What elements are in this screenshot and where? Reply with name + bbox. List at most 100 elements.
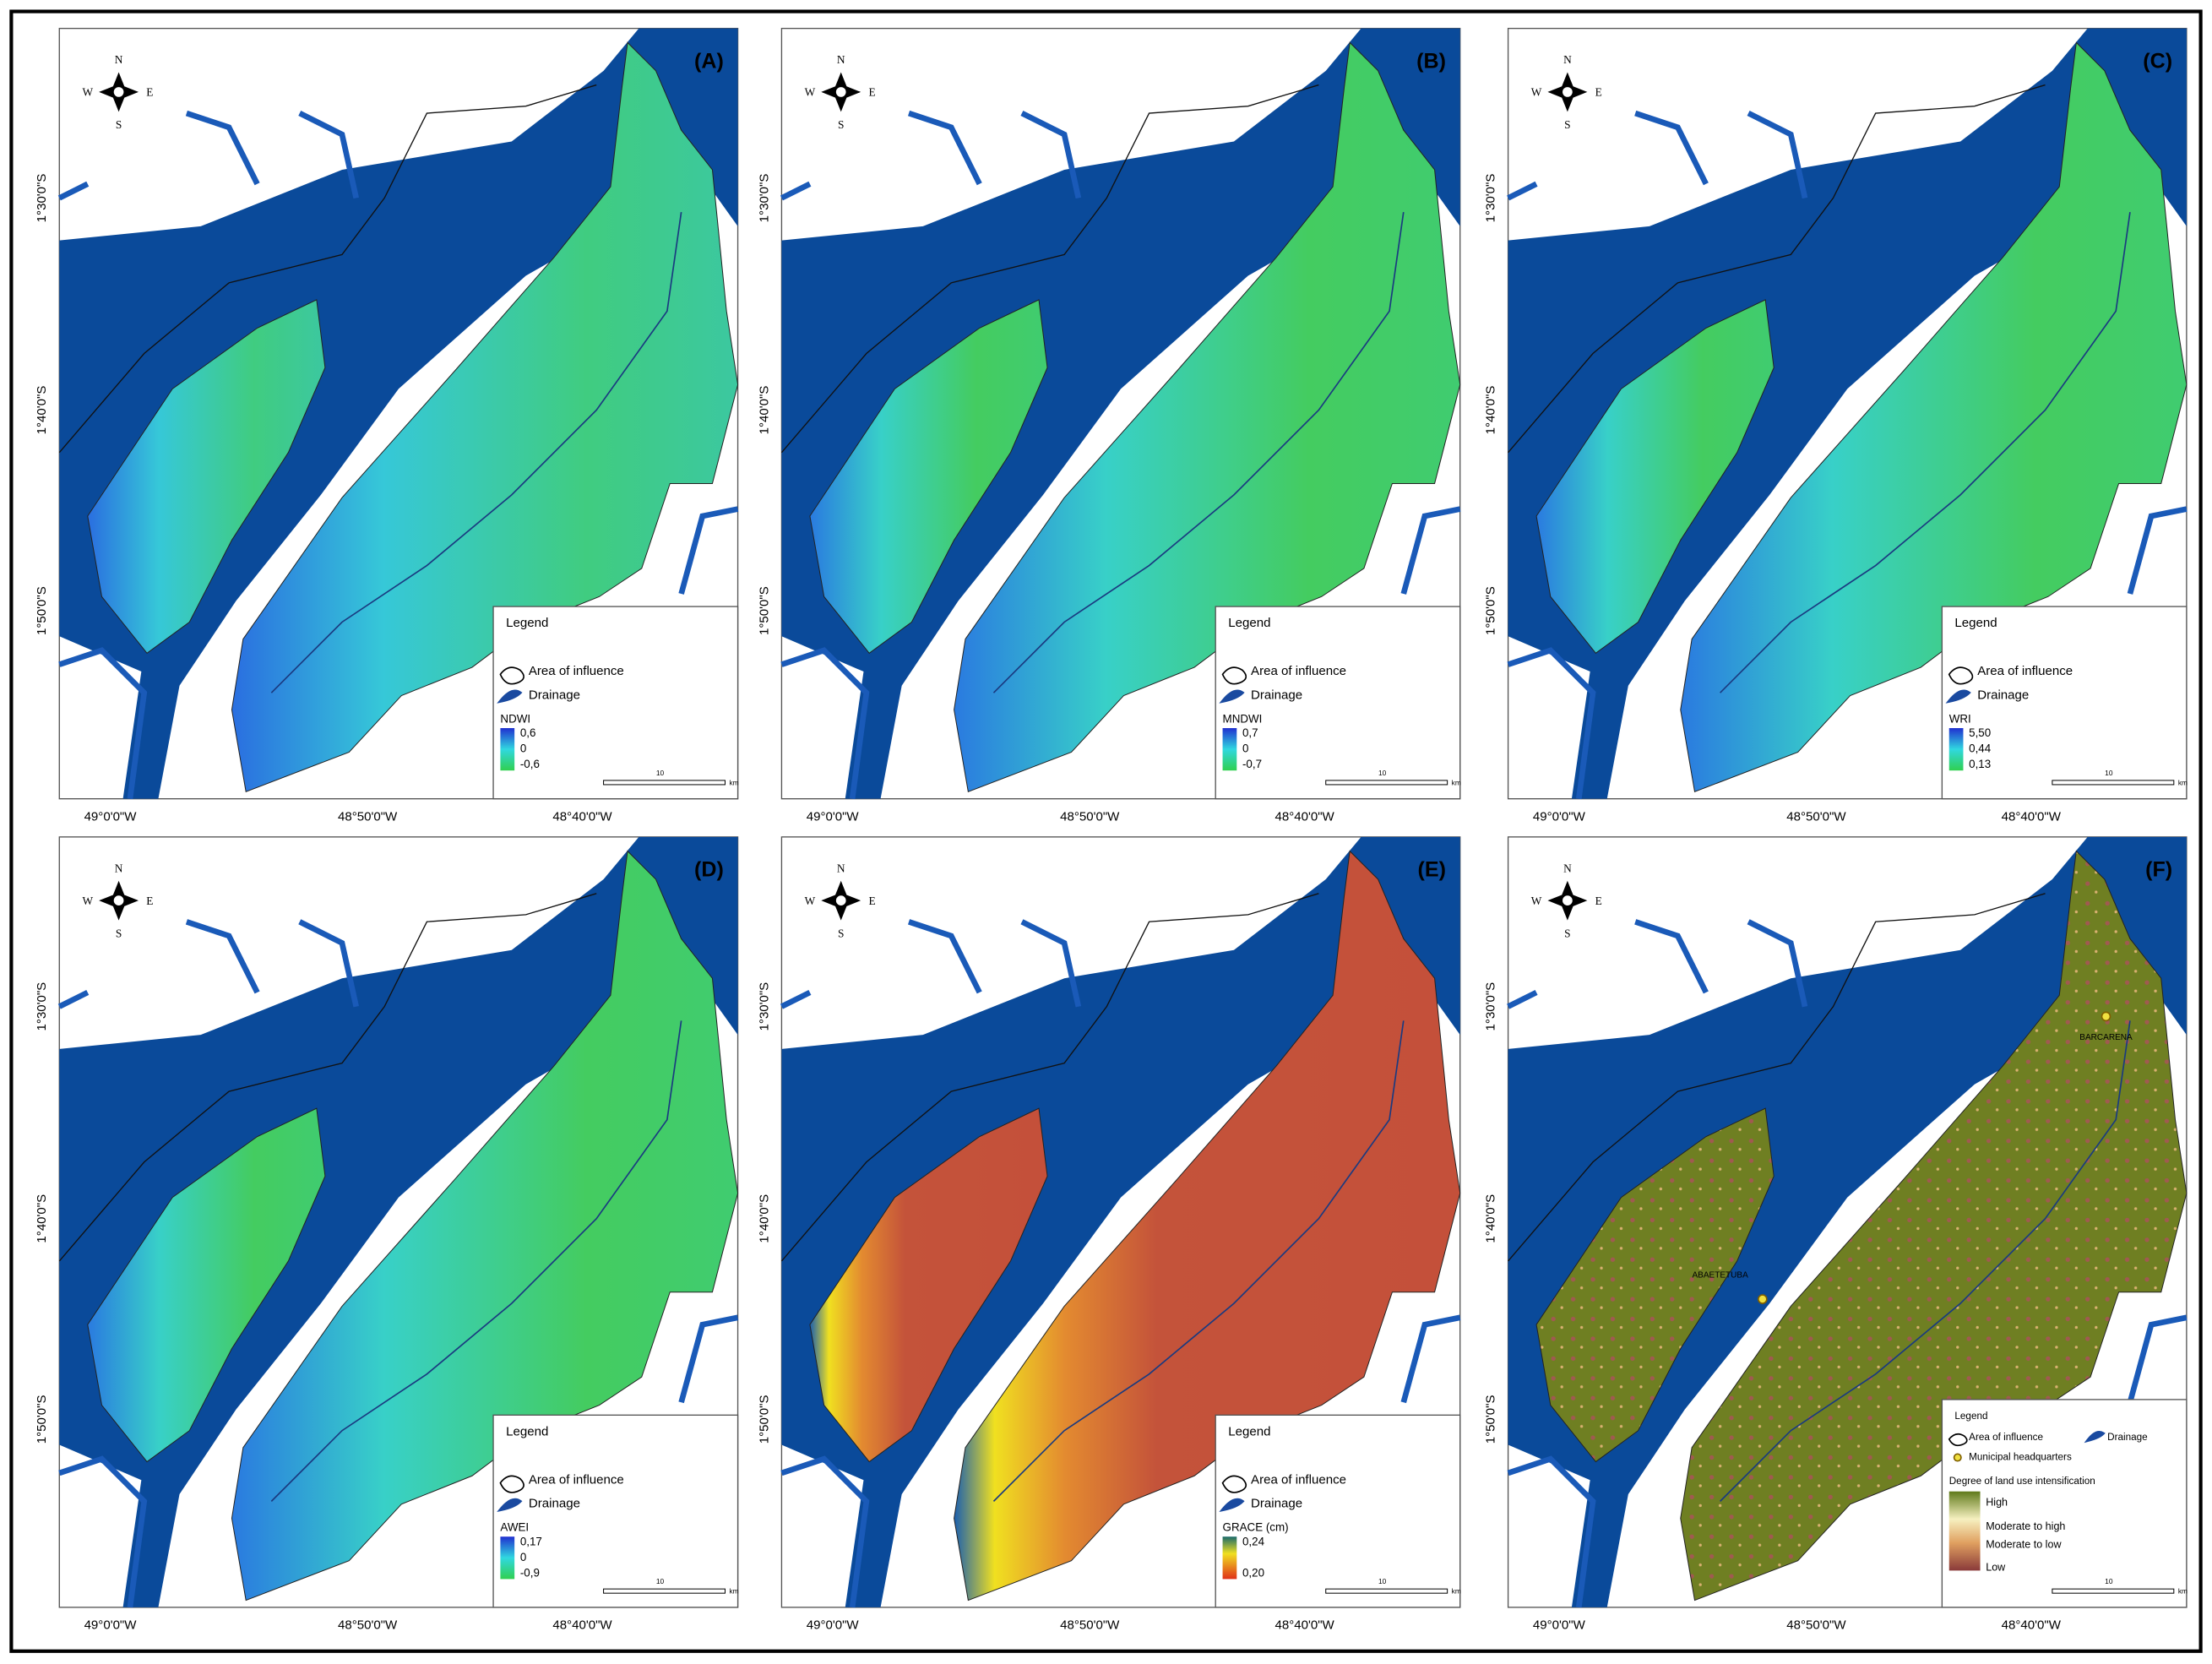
river — [780, 989, 812, 1009]
latitude-label: 1°50'0"S — [757, 1395, 771, 1444]
scale-bar-value: 10 — [656, 1577, 665, 1585]
legend-drainage-icon — [1219, 689, 1245, 704]
estuary — [1508, 28, 2187, 799]
scale-bar — [603, 1588, 726, 1594]
compass-label: W — [82, 86, 93, 99]
compass-label: E — [868, 86, 875, 99]
legend-box — [1215, 606, 1461, 800]
legend-index: Degree of land use intensification — [1949, 1476, 2095, 1487]
longitude-label: 48°40'0"W — [552, 809, 612, 824]
legend-scale-label: 0,20 — [1242, 1566, 1264, 1579]
compass: N S E W — [82, 53, 153, 131]
legend-index: WRI — [1949, 712, 1971, 725]
legend-scale-label: 5,50 — [1969, 726, 1991, 739]
land-east — [954, 41, 1461, 792]
river — [185, 110, 260, 186]
latitude-label: 1°30'0"S — [35, 982, 49, 1031]
scale-bar — [603, 780, 726, 786]
river — [1507, 647, 1596, 800]
legend-colorbar — [1222, 1536, 1237, 1580]
legend-colorbar — [500, 1536, 515, 1580]
legend-box — [492, 1414, 739, 1608]
river — [57, 181, 90, 201]
river — [780, 181, 812, 201]
legend: Legend Area of influence Drainage Municipal… — [1941, 1399, 2188, 1608]
boundary-line — [58, 84, 597, 454]
legend-colorbar — [1948, 727, 1964, 771]
legend-item: Drainage — [2107, 1432, 2148, 1443]
compass-label: E — [146, 86, 153, 99]
river — [57, 989, 90, 1009]
scale-bar-value: 10 — [1378, 1577, 1387, 1585]
scale-bar-value: 10 — [1378, 769, 1387, 777]
legend-drainage-icon — [1219, 1498, 1245, 1512]
legend-drainage-icon — [2084, 1431, 2106, 1444]
compass: N S E W — [805, 53, 876, 131]
latitude-label: 1°40'0"S — [757, 1194, 771, 1243]
legend-box — [1941, 606, 2188, 800]
compass-label: W — [1531, 86, 1542, 99]
latitude-label: 1°50'0"S — [35, 1395, 49, 1444]
legend-item: Area of influence — [529, 664, 624, 678]
river — [1634, 110, 1709, 186]
legend-title: Legend — [506, 616, 548, 630]
legend-box — [492, 606, 739, 800]
legend-area-icon — [1948, 666, 1974, 685]
compass-label: W — [805, 86, 816, 99]
compass: N S E W — [805, 862, 876, 939]
longitude-label: 48°40'0"W — [552, 1618, 612, 1633]
legend-class-label: Low — [1986, 1561, 2006, 1573]
estuary — [1508, 836, 2187, 1607]
legend-area-icon — [1221, 666, 1247, 685]
drainage-line — [270, 1020, 682, 1502]
river — [1400, 1314, 1461, 1404]
latitude-label: 1°40'0"S — [757, 386, 771, 435]
river — [907, 110, 982, 186]
river — [298, 111, 359, 199]
longitude-label: 49°0'0"W — [1533, 809, 1586, 824]
compass-label: S — [1564, 927, 1570, 939]
legend-item: Area of influence — [1251, 1472, 1346, 1487]
longitude-label: 49°0'0"W — [84, 1618, 138, 1633]
legend-item: Area of influence — [1969, 1432, 2043, 1443]
river — [58, 1455, 148, 1608]
latitude-label: 1°50'0"S — [1484, 1395, 1498, 1444]
legend-item: Drainage — [1251, 1497, 1302, 1511]
compass-label: N — [1563, 53, 1572, 66]
longitude-label: 48°40'0"W — [1274, 1618, 1334, 1633]
boundary-line — [1508, 893, 2046, 1262]
land-west — [87, 299, 326, 654]
compass-label: S — [116, 118, 122, 131]
scale-bar — [1325, 1588, 1448, 1594]
longitude-label: 49°0'0"W — [807, 809, 860, 824]
compass-label: E — [1595, 86, 1602, 99]
river — [1507, 1455, 1596, 1608]
legend-hq-icon — [1953, 1453, 1962, 1462]
compass-label: S — [116, 927, 122, 939]
compass-label: S — [838, 927, 844, 939]
latitude-label: 1°40'0"S — [35, 1194, 49, 1243]
land-west — [1535, 1107, 1774, 1463]
latitude-label: 1°30'0"S — [1484, 174, 1498, 223]
legend-class-label: Moderate to high — [1986, 1520, 2065, 1532]
panel-label: (E) — [1418, 858, 1446, 882]
longitude-label: 48°50'0"W — [338, 1618, 398, 1633]
longitude-label: 48°40'0"W — [2002, 809, 2062, 824]
legend-item: Drainage — [529, 688, 580, 702]
legend-area-icon — [499, 1475, 524, 1493]
land-east — [954, 850, 1461, 1601]
latitude-label: 1°30'0"S — [1484, 982, 1498, 1031]
legend-scale-label: 0,13 — [1969, 758, 1991, 770]
drainage-line — [992, 212, 1405, 693]
legend-drainage-icon — [497, 689, 523, 704]
land-east — [231, 850, 739, 1601]
scale-bar-unit: km — [1452, 1587, 1461, 1596]
legend-box — [1215, 1414, 1461, 1608]
land-west — [87, 1107, 326, 1463]
longitude-label: 48°50'0"W — [1060, 809, 1120, 824]
river — [780, 647, 870, 800]
